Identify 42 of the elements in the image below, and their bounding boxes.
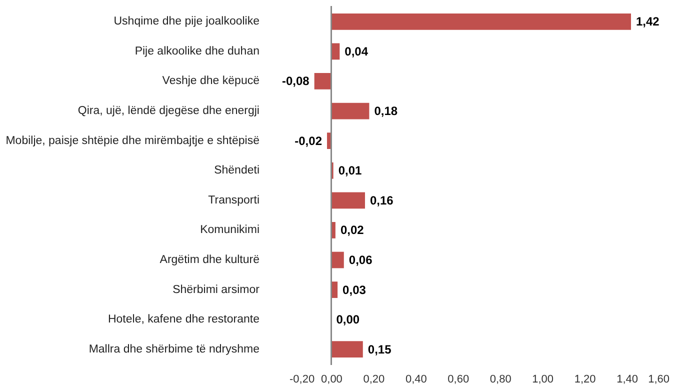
y-tick-label: Shëndeti — [214, 164, 260, 177]
y-tick-label: Transporti — [208, 194, 260, 206]
data-label: 0,01 — [338, 164, 362, 178]
data-label: 0,04 — [344, 44, 368, 58]
bar — [331, 13, 631, 30]
bar — [331, 43, 340, 60]
data-label: 0,02 — [340, 223, 364, 238]
bar — [331, 192, 365, 209]
data-label: -0,02 — [294, 134, 322, 148]
bar — [331, 282, 338, 298]
x-tick-label: 0,60 — [448, 374, 470, 386]
x-tick-label: 1,20 — [574, 374, 596, 386]
data-label: 0,00 — [336, 312, 360, 327]
bar — [331, 341, 363, 358]
y-tick-label: Komunikimi — [200, 224, 260, 236]
bar — [331, 252, 344, 268]
data-label: 0,06 — [348, 252, 373, 267]
data-label: 0,03 — [342, 282, 366, 297]
y-tick-label: Hotele, kafene dhe restorante — [108, 314, 260, 326]
y-tick-label: Argëtim dhe kulturë — [160, 254, 260, 266]
data-label: 0,16 — [370, 193, 394, 208]
x-tick-label: 0,80 — [490, 374, 512, 386]
x-tick-label: 1,00 — [532, 374, 554, 386]
data-label: 0,18 — [374, 104, 398, 118]
x-tick-label: 0,40 — [405, 374, 427, 386]
bar — [314, 73, 332, 90]
x-tick-label: 1,40 — [616, 374, 638, 386]
data-label: -0,08 — [282, 74, 310, 88]
y-tick-label: Ushqime dhe pije joalkoolike — [114, 16, 260, 28]
x-tick-label: 0,00 — [321, 374, 342, 386]
y-tick-label: Qira, ujë, lëndë djegëse dhe energji — [78, 105, 260, 118]
data-label: 0,15 — [368, 342, 392, 356]
bar — [331, 102, 370, 120]
data-label: 1,42 — [636, 14, 660, 29]
y-tick-label: Veshje dhe këpucë — [162, 75, 260, 88]
y-tick-label: Mallra dhe shërbime të ndryshme — [88, 343, 260, 356]
y-tick-label: Shërbimi arsimor — [172, 284, 260, 296]
x-tick-label: 1,60 — [648, 374, 670, 386]
x-tick-label: 0,20 — [363, 374, 385, 386]
x-tick-label: -0,20 — [290, 374, 315, 386]
y-tick-label: Mobilje, paisje shtëpie dhe mirëmbajtje e shtëpisë — [6, 134, 260, 147]
y-tick-label: Pije alkoolike dhe duhan — [134, 45, 260, 58]
